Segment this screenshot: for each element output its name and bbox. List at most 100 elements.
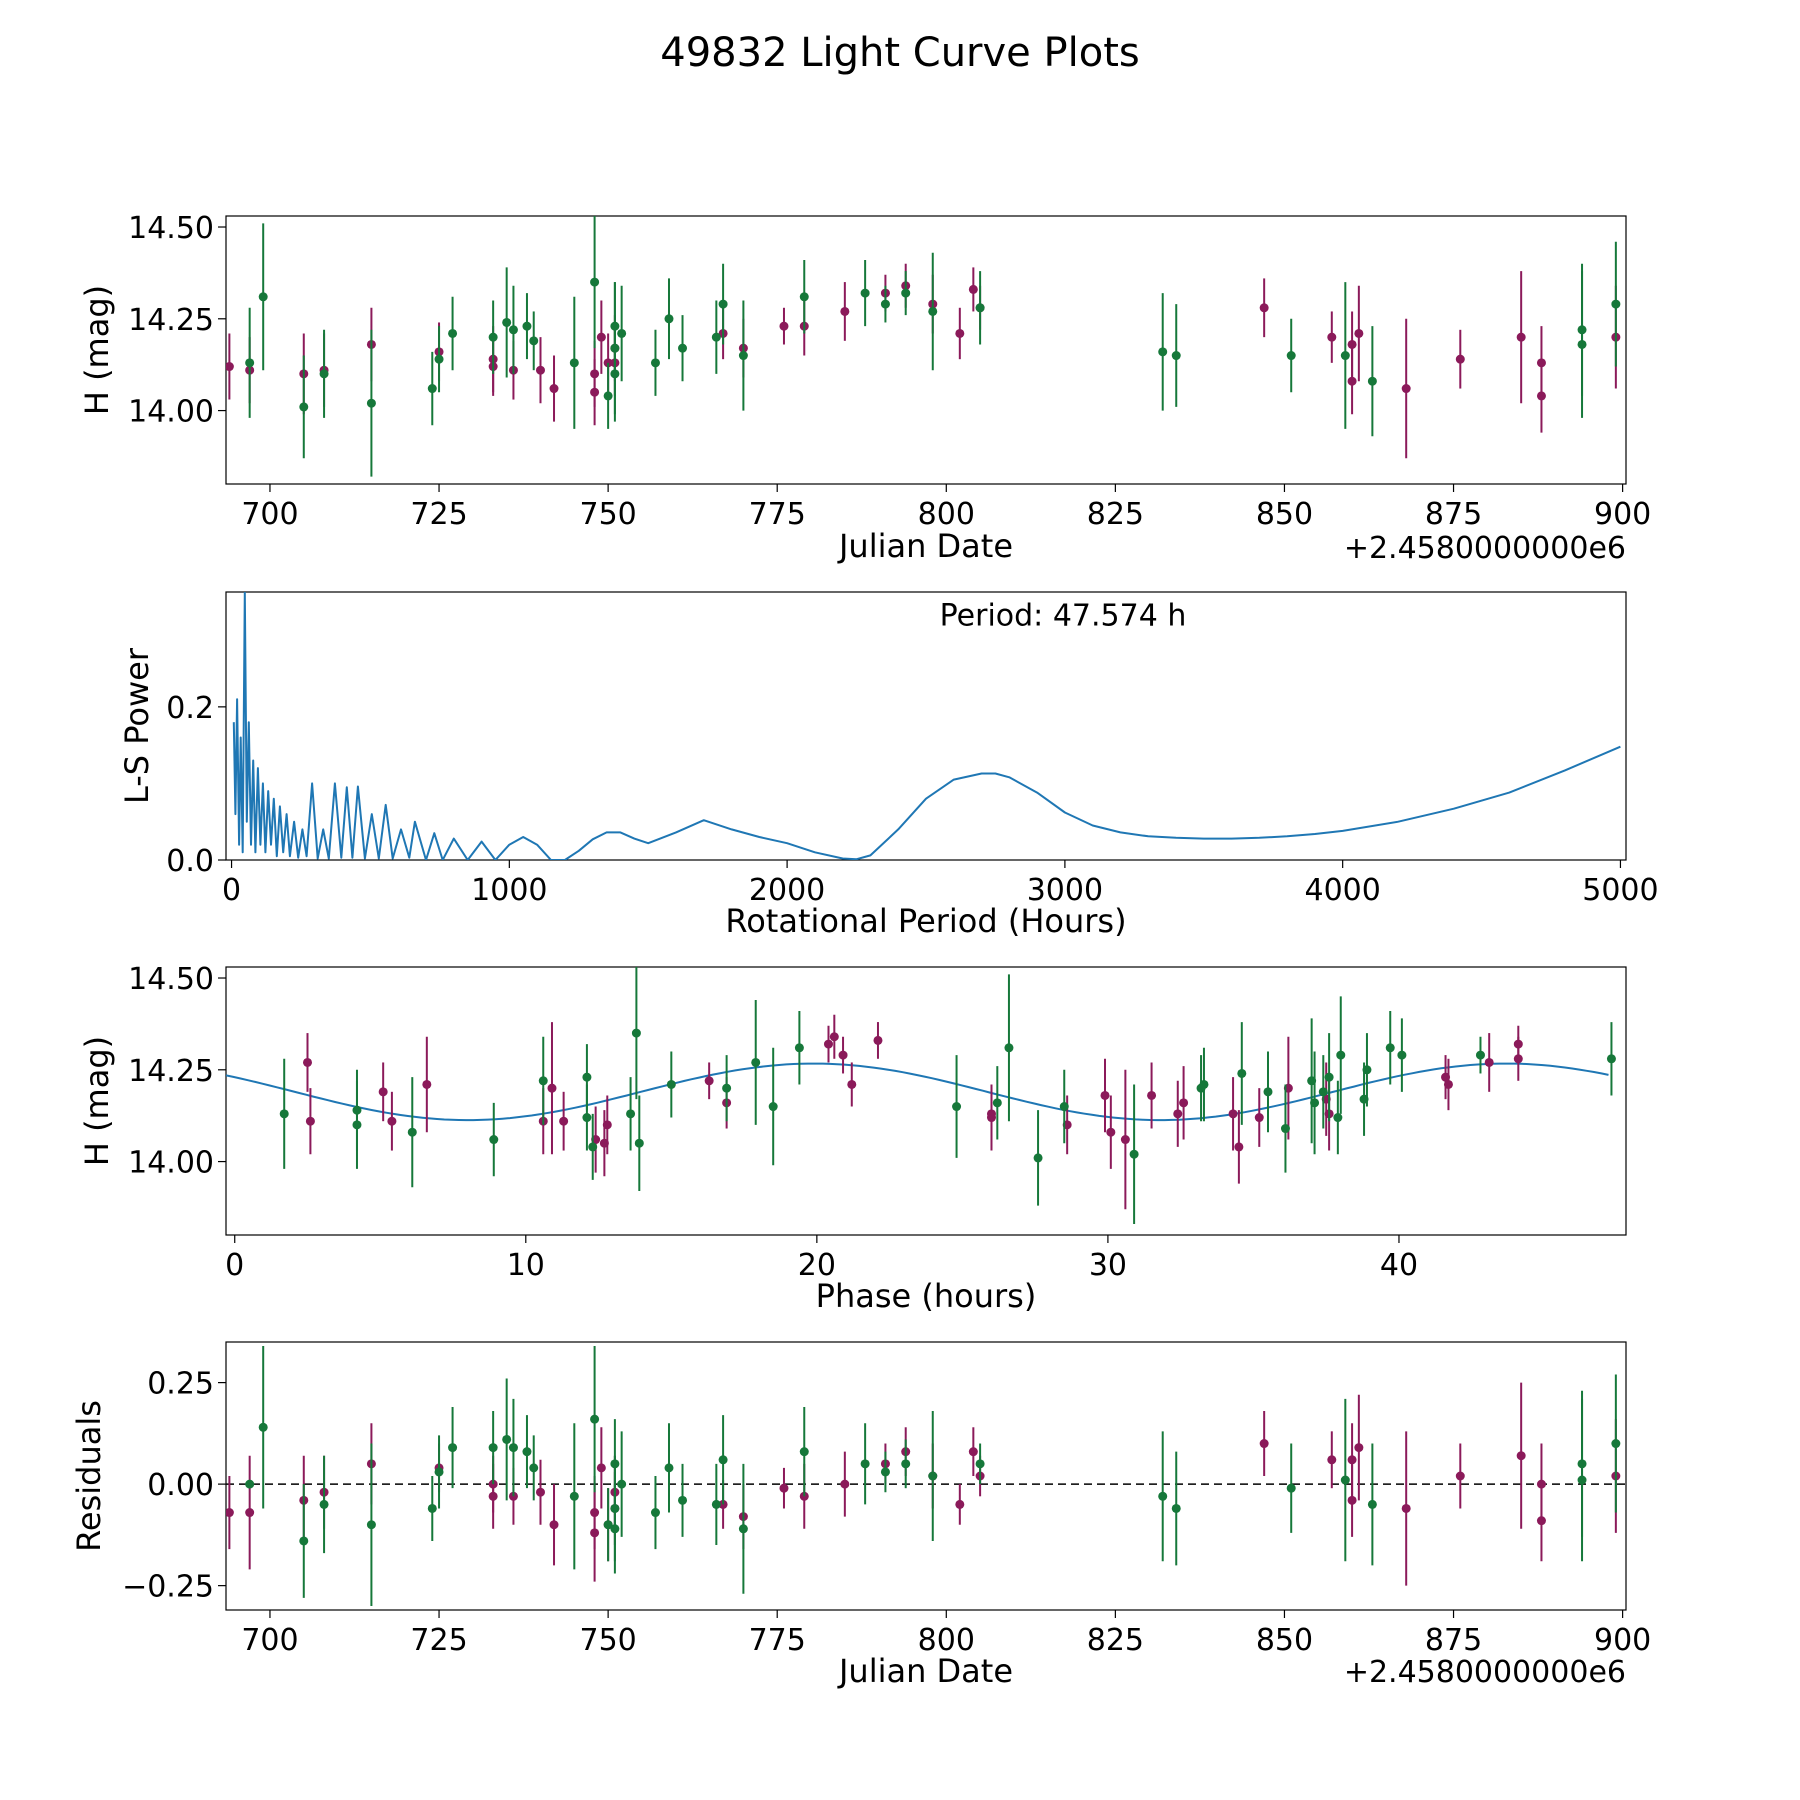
lightcurve-xtick-label: 875 [1425,497,1482,532]
phased-xtick-label: 10 [507,1248,545,1283]
phased-band-a-point [1234,1142,1244,1152]
periodogram-xtick-label: 4000 [1304,873,1380,908]
residuals-band-a-point [535,1487,545,1497]
lightcurve-band-b-point [1286,351,1296,361]
lightcurve-band-b-point [502,317,512,327]
residuals-band-a-point [1354,1443,1364,1453]
residuals-band-b-point [448,1443,458,1453]
residuals-xtick-label: 700 [241,1623,298,1658]
lightcurve-band-b-point [1367,376,1377,386]
lightcurve-ytick-label: 14.25 [128,303,214,338]
residuals-xtick-label: 850 [1256,1623,1313,1658]
phased-band-b-point [952,1102,962,1112]
residuals-band-a-point [226,1508,234,1518]
lightcurve-axes-frame [225,215,1627,485]
residuals-band-b-point [664,1463,674,1473]
lightcurve-band-b-point [245,358,255,368]
periodogram-xtick-label: 1000 [471,873,547,908]
lightcurve-band-b-point [1611,299,1621,309]
phased-band-b-point [1310,1098,1320,1108]
residuals-band-a-point [1516,1451,1526,1461]
lightcurve-offset-label: +2.4580000000e6 [1344,531,1626,566]
phased-band-b-point [626,1109,636,1119]
lightcurve-band-b-point [366,398,376,408]
lightcurve-band-b-point [610,321,620,331]
residuals-band-b-point [488,1443,498,1453]
lightcurve-band-b-point [610,369,620,379]
panel-lightcurve: Julian Date H (mag) +2.4580000000e6 700 7… [78,211,1651,566]
phased-band-a-point [1228,1109,1238,1119]
residuals-band-b-point [928,1471,938,1481]
lightcurve-band-b-point [799,292,809,302]
phased-band-b-point [1606,1054,1616,1064]
residuals-band-a-point [1347,1495,1357,1505]
phased-band-b-point [1059,1102,1069,1112]
phased-band-b-point [582,1072,592,1082]
phased-ytick-label: 14.50 [128,962,214,997]
residuals-band-b-point [1577,1475,1587,1485]
lightcurve-band-b-point [488,332,498,342]
residuals-band-b-point [299,1536,309,1546]
phased-band-a-point [986,1109,996,1119]
phased-plot-area [226,967,1616,1224]
phased-band-b-point [794,1043,804,1053]
lightcurve-band-a-point [596,332,606,342]
residuals-band-b-point [1286,1483,1296,1493]
periodogram-xtick-label: 2000 [749,873,825,908]
lightcurve-xtick-label: 775 [749,497,806,532]
lightcurve-band-a-point [968,284,978,294]
lightcurve-band-b-point [508,325,518,335]
lightcurve-band-a-point [1455,354,1465,364]
residuals-band-a-point [1455,1471,1465,1481]
phased-band-b-point [1237,1068,1247,1078]
lightcurve-band-a-point [1327,332,1337,342]
phased-band-a-point [305,1116,315,1126]
lightcurve-band-a-point [590,369,600,379]
lightcurve-band-b-point [711,332,721,342]
lightcurve-band-a-point [1536,391,1546,401]
phased-band-a-point [1254,1113,1264,1123]
lightcurve-band-b-point [738,351,748,361]
residuals-band-b-point [1171,1503,1181,1513]
phased-band-a-point [547,1083,557,1093]
residuals-xtick-label: 750 [579,1623,636,1658]
lightcurve-band-a-point [779,321,789,331]
lightcurve-band-b-point [319,369,329,379]
lightcurve-band-b-point [650,358,660,368]
residuals-band-b-point [617,1479,627,1489]
lightcurve-band-b-point [880,299,890,309]
residuals-band-a-point [549,1520,559,1530]
residuals-band-a-point [1259,1439,1269,1449]
phased-band-b-point [489,1135,499,1145]
residuals-band-b-point [366,1520,376,1530]
phased-band-a-point [1173,1109,1183,1119]
residuals-band-a-point [590,1508,600,1518]
periodogram-title: Period: 47.574 h [940,599,1187,634]
residuals-band-a-point [1536,1516,1546,1526]
lightcurve-band-a-point [840,306,850,316]
lightcurve-band-b-point [975,303,985,313]
phased-band-a-point [829,1032,839,1042]
lightcurve-xtick-label: 800 [918,497,975,532]
phased-ytick-label: 14.25 [128,1054,214,1089]
lightcurve-band-b-point [569,358,579,368]
residuals-band-a-point [968,1447,978,1457]
lightcurve-band-a-point [955,328,965,338]
phased-band-b-point [751,1057,761,1067]
lightcurve-band-a-point [1516,332,1526,342]
residuals-band-a-point [840,1479,850,1489]
phased-band-b-point [992,1098,1002,1108]
lightcurve-band-b-point [258,292,268,302]
residuals-band-a-point [596,1463,606,1473]
phased-band-a-point [378,1087,388,1097]
lightcurve-band-b-point [1171,351,1181,361]
lightcurve-band-a-point [226,362,234,372]
phased-xtick-label: 0 [225,1248,244,1283]
lightcurve-band-b-point [427,384,437,394]
residuals-xtick-label: 775 [749,1623,806,1658]
phased-band-a-point [387,1116,397,1126]
lightcurve-band-b-point [603,391,613,401]
residuals-band-b-point [678,1495,688,1505]
phased-band-b-point [1263,1087,1273,1097]
residuals-band-b-point [603,1520,613,1530]
